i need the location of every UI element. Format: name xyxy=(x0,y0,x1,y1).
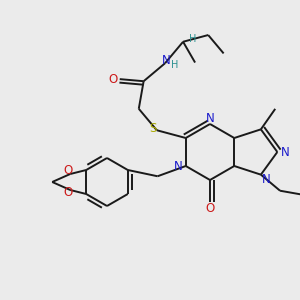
Text: O: O xyxy=(64,187,73,200)
Text: O: O xyxy=(206,202,214,215)
Text: N: N xyxy=(162,54,170,67)
Text: O: O xyxy=(108,73,117,85)
Text: H: H xyxy=(171,60,179,70)
Text: H: H xyxy=(189,34,197,44)
Text: N: N xyxy=(281,146,290,158)
Text: S: S xyxy=(149,122,157,135)
Text: N: N xyxy=(173,160,182,172)
Text: N: N xyxy=(262,173,270,186)
Text: O: O xyxy=(64,164,73,178)
Text: N: N xyxy=(206,112,214,125)
